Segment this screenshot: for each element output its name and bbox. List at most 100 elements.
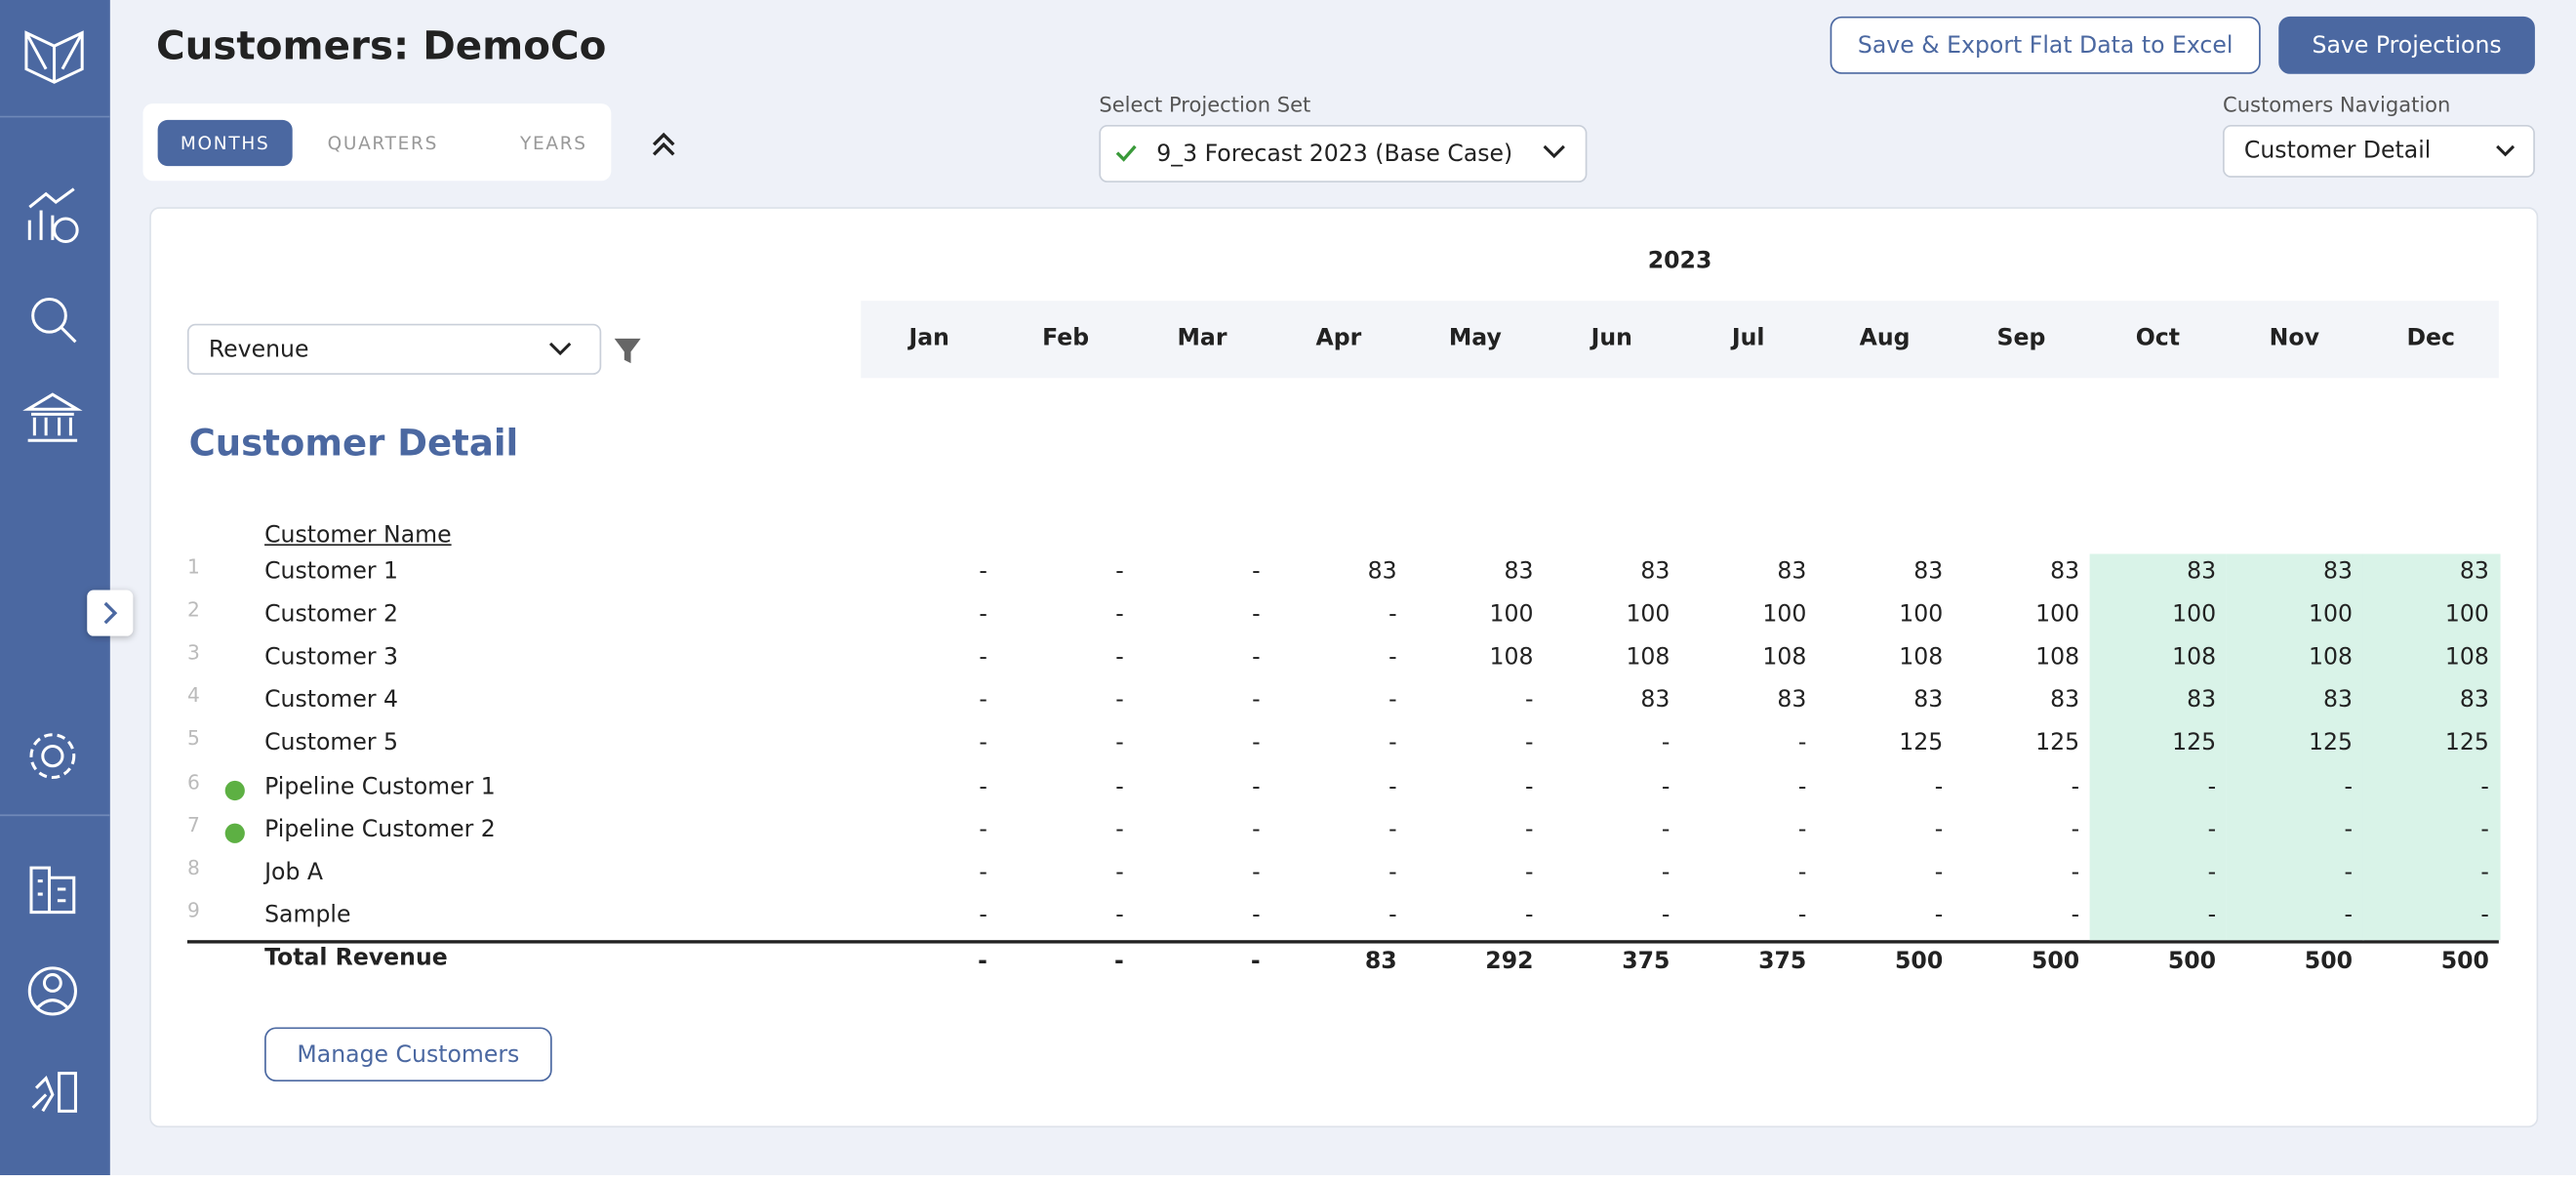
- name-header[interactable]: Customer Name: [264, 522, 452, 550]
- nav-bank[interactable]: [22, 392, 83, 442]
- value-cell: -: [2344, 773, 2354, 800]
- metric-icons: [548, 338, 641, 364]
- value-cell: -: [1252, 859, 1261, 886]
- row-number: 6: [186, 769, 200, 794]
- year-header: 2023: [1647, 248, 1712, 275]
- value-cell: -: [1524, 773, 1534, 800]
- value-cell: -: [1252, 902, 1261, 929]
- value-cell: -: [1115, 558, 1124, 586]
- value-cell: 108: [2035, 644, 2080, 672]
- row-number: 5: [186, 726, 200, 751]
- total-cell: -: [1250, 948, 1261, 975]
- period-tab[interactable]: QUARTERS: [327, 132, 439, 154]
- value-cell: -: [1389, 902, 1397, 929]
- customer-name: Sample: [264, 902, 351, 929]
- projection-label: Select Projection Set: [1099, 92, 1311, 117]
- value-cell: 100: [1489, 601, 1534, 629]
- value-cell: 83: [2459, 558, 2489, 586]
- value-cell: -: [2207, 902, 2217, 929]
- value-cell: 83: [2322, 558, 2354, 586]
- value-cell: 100: [2444, 601, 2489, 629]
- value-cell: -: [2207, 859, 2217, 886]
- value-cell: -: [1252, 687, 1261, 714]
- customer-name: Pipeline Customer 1: [264, 773, 496, 800]
- month-header: May: [1448, 325, 1502, 352]
- metric-select[interactable]: Revenue: [186, 323, 602, 375]
- sidebar-icons: [0, 30, 110, 1113]
- nav-forecast-coin: [53, 217, 79, 244]
- period-tab[interactable]: YEARS: [520, 132, 587, 154]
- value-cell: 83: [1640, 558, 1670, 586]
- value-cell: 83: [2050, 687, 2080, 714]
- value-cell: -: [1934, 816, 1944, 843]
- customer-name: Customer 3: [264, 644, 399, 672]
- nav-profile[interactable]: [27, 966, 77, 1016]
- section-title: Customer Detail: [188, 424, 519, 466]
- value-cell: -: [2071, 859, 2080, 886]
- value-cell: 100: [1762, 601, 1807, 629]
- row-number: 1: [186, 555, 200, 579]
- value-cell: 108: [2309, 644, 2354, 672]
- row-number: 3: [186, 641, 200, 665]
- total-cell: 375: [1758, 948, 1807, 975]
- total-cell: -: [1114, 948, 1124, 975]
- value-cell: -: [1934, 773, 1944, 800]
- status-dot: [224, 822, 245, 843]
- nav-search[interactable]: [31, 297, 67, 334]
- nav-forecast[interactable]: [27, 187, 75, 240]
- forecast-highlight: [2089, 553, 2228, 941]
- nav-settings[interactable]: [41, 744, 64, 768]
- value-cell: -: [1524, 730, 1534, 757]
- total-cell: 375: [1622, 948, 1670, 975]
- export-button[interactable]: Save & Export Flat Data to Excel: [1830, 16, 2261, 74]
- month-header: Jun: [1590, 325, 1632, 352]
- nav-company[interactable]: [29, 866, 76, 915]
- sidebar-toggle[interactable]: [87, 590, 134, 636]
- save-button[interactable]: Save Projections: [2278, 16, 2535, 74]
- value-cell: 83: [1913, 558, 1944, 586]
- value-cell: -: [1115, 859, 1124, 886]
- value-cell: -: [1115, 773, 1124, 800]
- value-cell: 83: [1913, 687, 1944, 714]
- value-cell: 83: [1504, 558, 1534, 586]
- value-cell: -: [1524, 816, 1534, 843]
- value-cell: -: [979, 816, 987, 843]
- value-cell: 108: [2172, 644, 2217, 672]
- value-cell: -: [1524, 859, 1534, 886]
- value-cell: -: [979, 644, 987, 672]
- value-cell: -: [1252, 558, 1261, 586]
- total-cell: 500: [2167, 948, 2217, 975]
- navigation-chevron: [2496, 144, 2516, 157]
- collapse-icon[interactable]: [647, 128, 680, 161]
- value-cell: -: [1252, 601, 1261, 629]
- customer-name: Customer 1: [264, 558, 399, 586]
- period-tab[interactable]: MONTHS: [157, 119, 293, 167]
- value-cell: 100: [2309, 601, 2354, 629]
- nav-exit[interactable]: [31, 1072, 77, 1113]
- month-header: Jan: [908, 325, 949, 352]
- value-cell: 100: [2172, 601, 2217, 629]
- value-cell: -: [1661, 773, 1670, 800]
- month-header: Jul: [1731, 325, 1765, 352]
- value-cell: -: [1797, 859, 1807, 886]
- total-cell: 500: [2031, 948, 2080, 975]
- logo: [24, 30, 84, 84]
- value-cell: 108: [1762, 644, 1807, 672]
- value-cell: 83: [2459, 687, 2489, 714]
- navigation-select[interactable]: Customer Detail: [2223, 124, 2535, 178]
- projection-select[interactable]: 9_3 Forecast 2023 (Base Case): [1099, 124, 1588, 183]
- value-cell: -: [1661, 730, 1670, 757]
- manage-button[interactable]: Manage Customers: [264, 1027, 552, 1082]
- customer-name: Customer 5: [264, 730, 399, 757]
- value-cell: -: [2207, 773, 2217, 800]
- value-cell: -: [1389, 859, 1397, 886]
- value-cell: -: [1661, 859, 1670, 886]
- value-cell: 125: [1899, 730, 1944, 757]
- month-header: Aug: [1859, 325, 1911, 352]
- value-cell: -: [1115, 601, 1124, 629]
- value-cell: 125: [2309, 730, 2354, 757]
- value-cell: 83: [2322, 687, 2354, 714]
- row-number: 9: [186, 898, 200, 922]
- value-cell: -: [979, 859, 987, 886]
